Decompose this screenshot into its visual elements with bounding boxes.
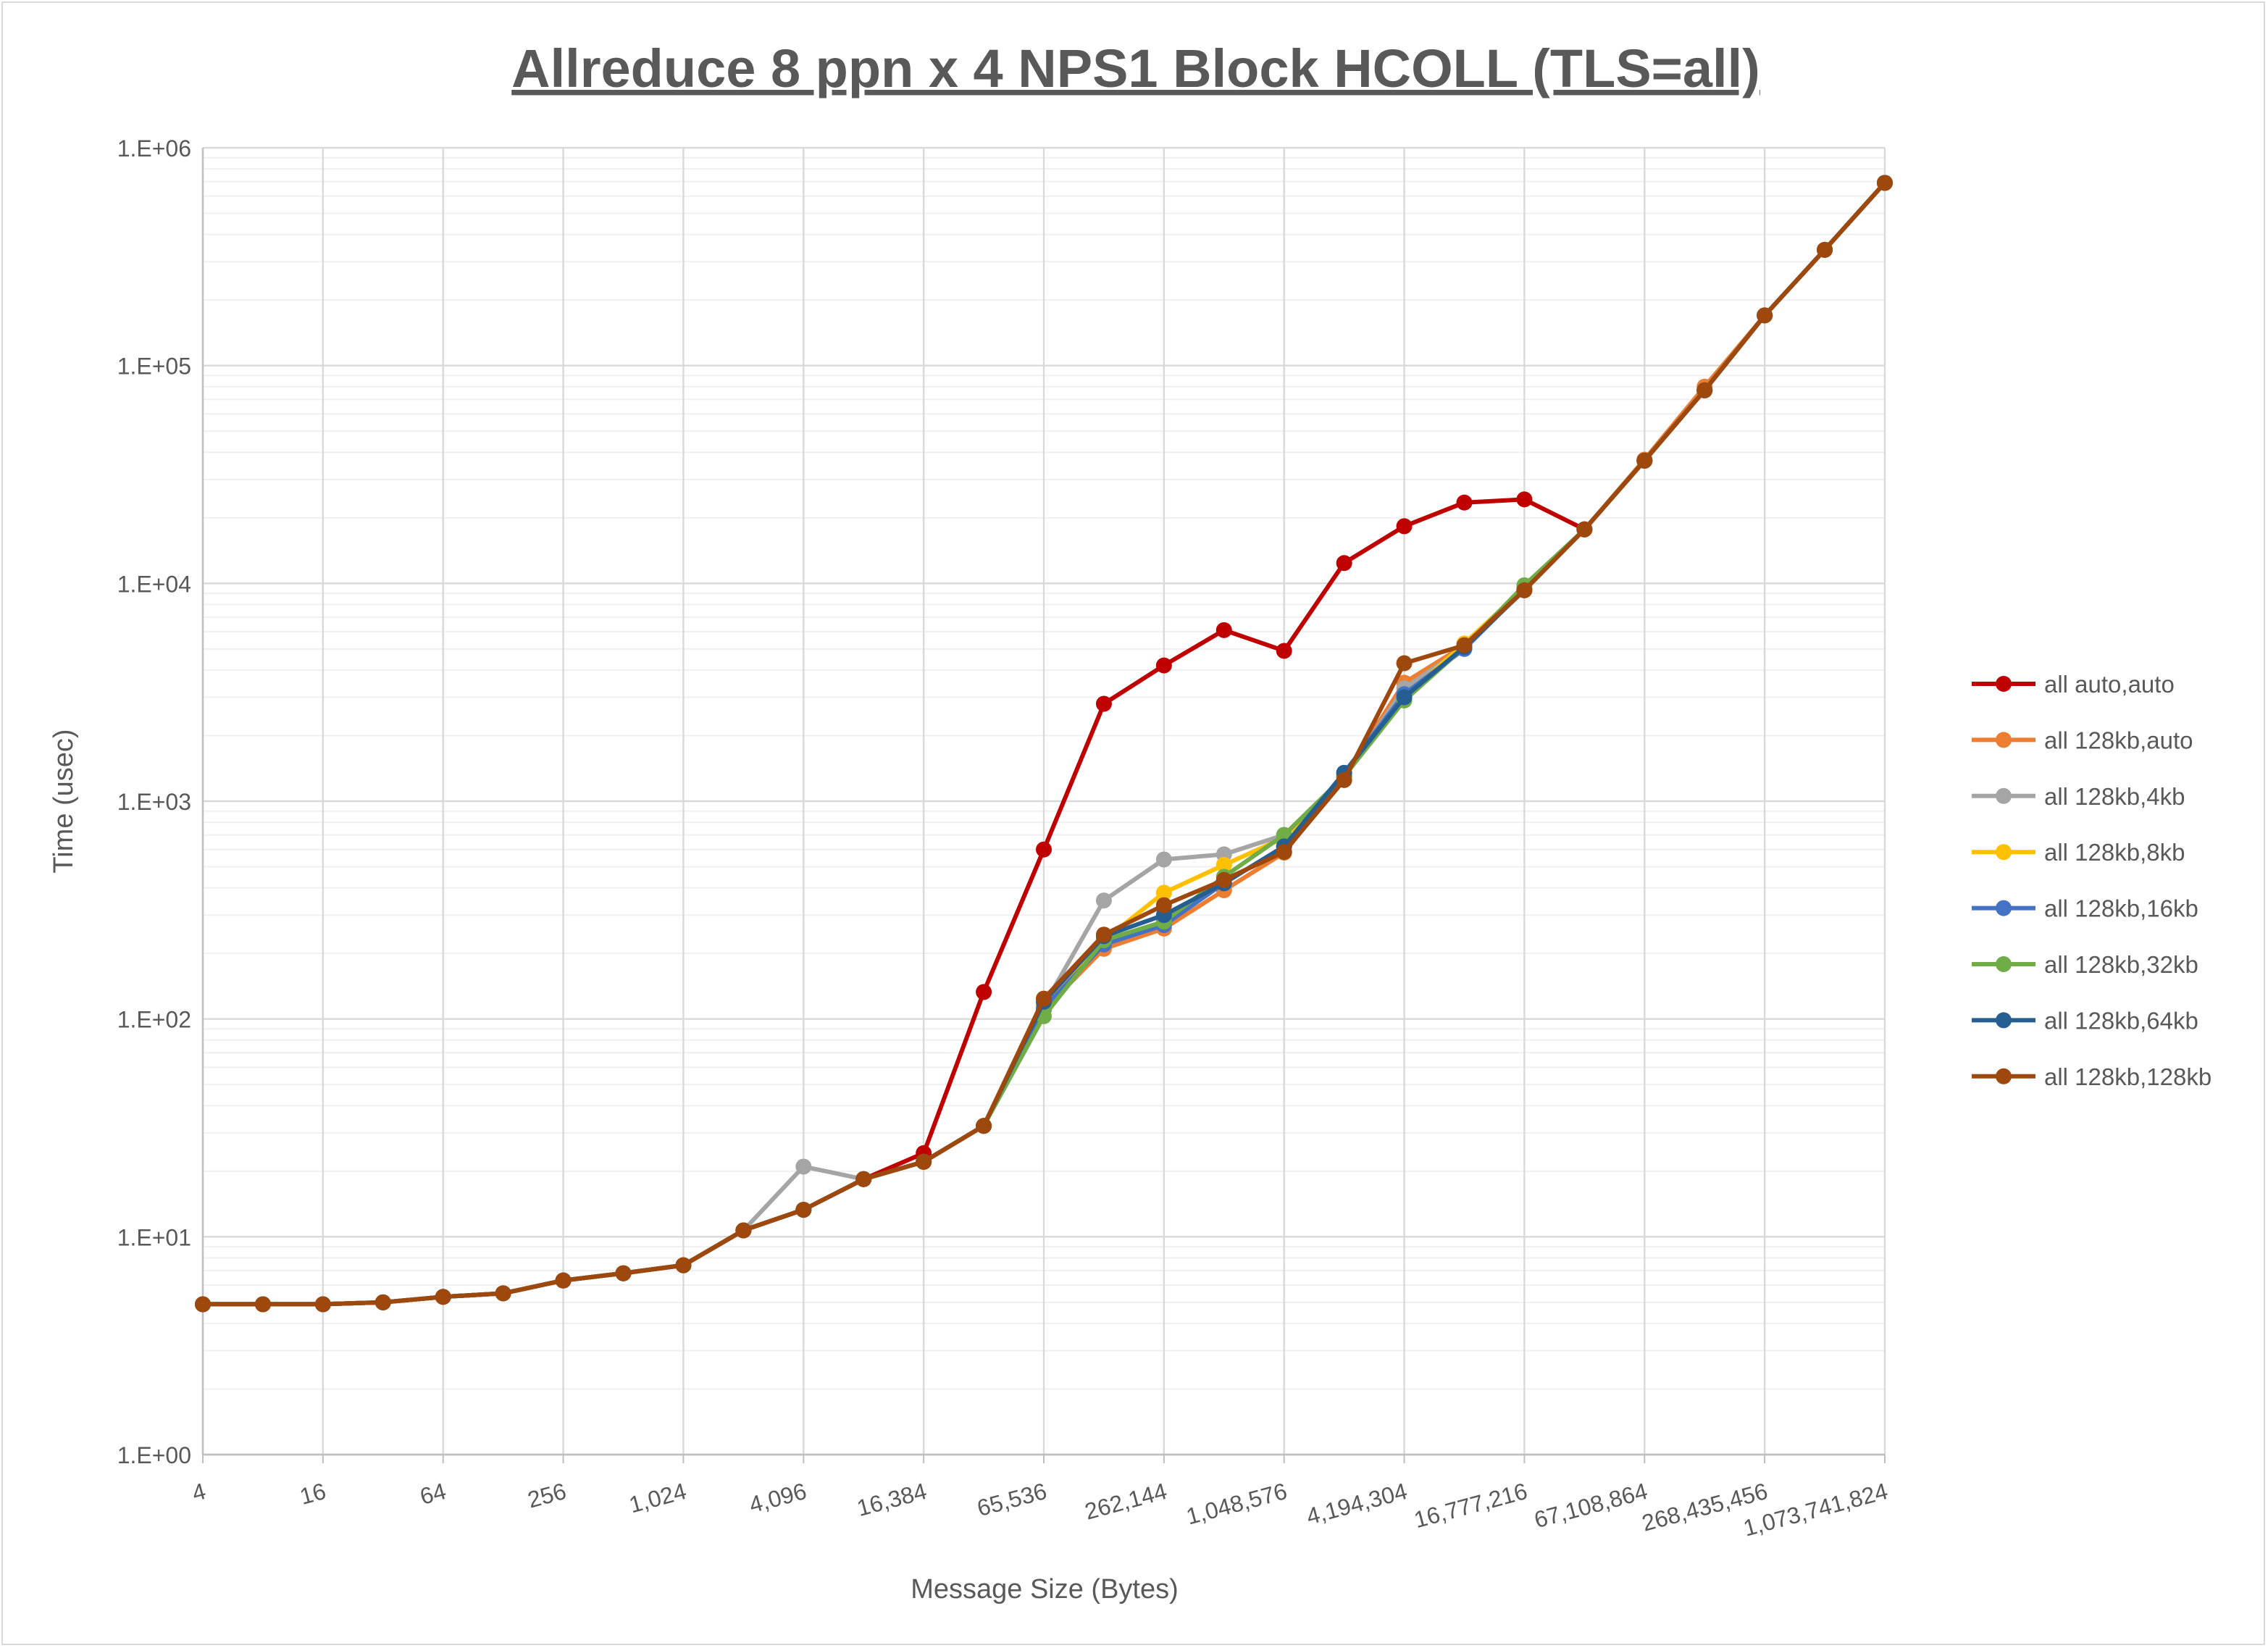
x-tick-label: 4,096	[746, 1478, 809, 1518]
y-tick-label: 1.E+02	[117, 1007, 191, 1033]
data-point	[1336, 771, 1352, 788]
data-point	[1276, 844, 1292, 861]
data-point	[1336, 555, 1352, 572]
data-point	[1396, 689, 1413, 706]
y-tick-label: 1.E+03	[117, 789, 191, 815]
series-all-128kb-128kb	[195, 175, 1893, 1313]
data-point	[1215, 871, 1232, 888]
x-tick-label: 16	[297, 1478, 329, 1510]
legend-marker	[1996, 956, 2012, 972]
x-tick-label: 4	[189, 1478, 209, 1506]
data-point	[735, 1222, 752, 1239]
data-point	[795, 1158, 812, 1175]
y-tick-label: 1.E+05	[117, 354, 191, 380]
x-tick-label: 256	[524, 1478, 569, 1513]
legend-label: all 128kb,128kb	[2044, 1063, 2211, 1090]
data-point	[1155, 897, 1172, 913]
x-axis-label: Message Size (Bytes)	[911, 1574, 1179, 1605]
data-point	[314, 1296, 331, 1313]
data-point	[1516, 491, 1533, 508]
data-point	[495, 1285, 511, 1302]
data-point	[1095, 695, 1112, 712]
data-point	[1817, 241, 1833, 258]
data-point	[976, 1118, 992, 1134]
legend-label: all 128kb,8kb	[2044, 839, 2185, 866]
legend: all auto,auto all 128kb,auto all 128kb,4kb…	[1972, 671, 2211, 1090]
x-tick-label: 1,048,576	[1184, 1478, 1290, 1530]
legend-label: all 128kb,64kb	[2044, 1007, 2198, 1034]
data-point	[795, 1202, 812, 1218]
legend-marker	[1996, 732, 2012, 748]
y-tick-label: 1.E+04	[117, 571, 191, 597]
data-point	[1696, 382, 1713, 398]
data-point	[555, 1272, 572, 1289]
data-point	[615, 1265, 632, 1281]
x-tick-label: 16,777,216	[1411, 1478, 1530, 1533]
data-point	[195, 1296, 211, 1313]
data-point	[1636, 452, 1653, 469]
legend-marker	[1996, 1012, 2012, 1029]
data-point	[1516, 582, 1533, 598]
y-axis-label: Time (usec)	[49, 729, 79, 873]
data-point	[1215, 622, 1232, 638]
data-point	[1095, 892, 1112, 909]
data-point	[254, 1296, 271, 1313]
y-tick-label: 1.E+06	[117, 135, 191, 162]
data-point	[1155, 657, 1172, 674]
legend-marker	[1996, 676, 2012, 692]
data-point	[1396, 518, 1413, 535]
legend-marker	[1996, 900, 2012, 916]
legend-label: all 128kb,32kb	[2044, 951, 2198, 978]
data-point	[1095, 927, 1112, 943]
data-point	[1456, 494, 1473, 511]
data-point	[1396, 655, 1413, 672]
series-group	[195, 175, 1893, 1313]
data-point	[1036, 841, 1052, 858]
x-tick-label: 1,024	[627, 1478, 690, 1518]
x-tick-label: 262,144	[1082, 1478, 1170, 1525]
chart-title: Allreduce 8 ppn x 4 NPS1 Block HCOLL (TL…	[511, 38, 1760, 99]
x-tick-label: 16,384	[854, 1478, 929, 1521]
axes: 1.E+00 1.E+01 1.E+02 1.E+03 1.E+04 1.E+05 1.E+…	[117, 135, 1891, 1542]
data-point	[855, 1171, 872, 1187]
legend-marker	[1996, 844, 2012, 861]
legend-label: all auto,auto	[2044, 671, 2175, 698]
legend-label: all 128kb,4kb	[2044, 783, 2185, 810]
data-point	[675, 1257, 692, 1273]
data-point	[374, 1294, 391, 1310]
y-tick-label: 1.E+01	[117, 1224, 191, 1250]
grid	[201, 146, 1886, 1456]
legend-label: all 128kb,16kb	[2044, 895, 2198, 922]
data-point	[1036, 990, 1052, 1007]
x-tick-label: 67,108,864	[1531, 1478, 1650, 1533]
data-point	[916, 1153, 932, 1170]
x-tick-label: 65,536	[974, 1478, 1050, 1521]
data-point	[1576, 521, 1593, 538]
data-point	[1155, 884, 1172, 901]
x-tick-label: 4,194,304	[1304, 1478, 1410, 1530]
data-point	[1757, 307, 1773, 324]
data-point	[435, 1289, 451, 1305]
data-point	[1456, 637, 1473, 653]
y-tick-label: 1.E+00	[117, 1442, 191, 1468]
legend-label: all 128kb,auto	[2044, 727, 2193, 753]
data-point	[976, 984, 992, 1000]
data-point	[1155, 851, 1172, 868]
legend-marker	[1996, 1068, 2012, 1084]
data-point	[1877, 175, 1893, 191]
x-tick-label: 64	[417, 1478, 449, 1510]
data-point	[1215, 856, 1232, 873]
data-point	[1276, 643, 1292, 659]
legend-marker	[1996, 787, 2012, 804]
